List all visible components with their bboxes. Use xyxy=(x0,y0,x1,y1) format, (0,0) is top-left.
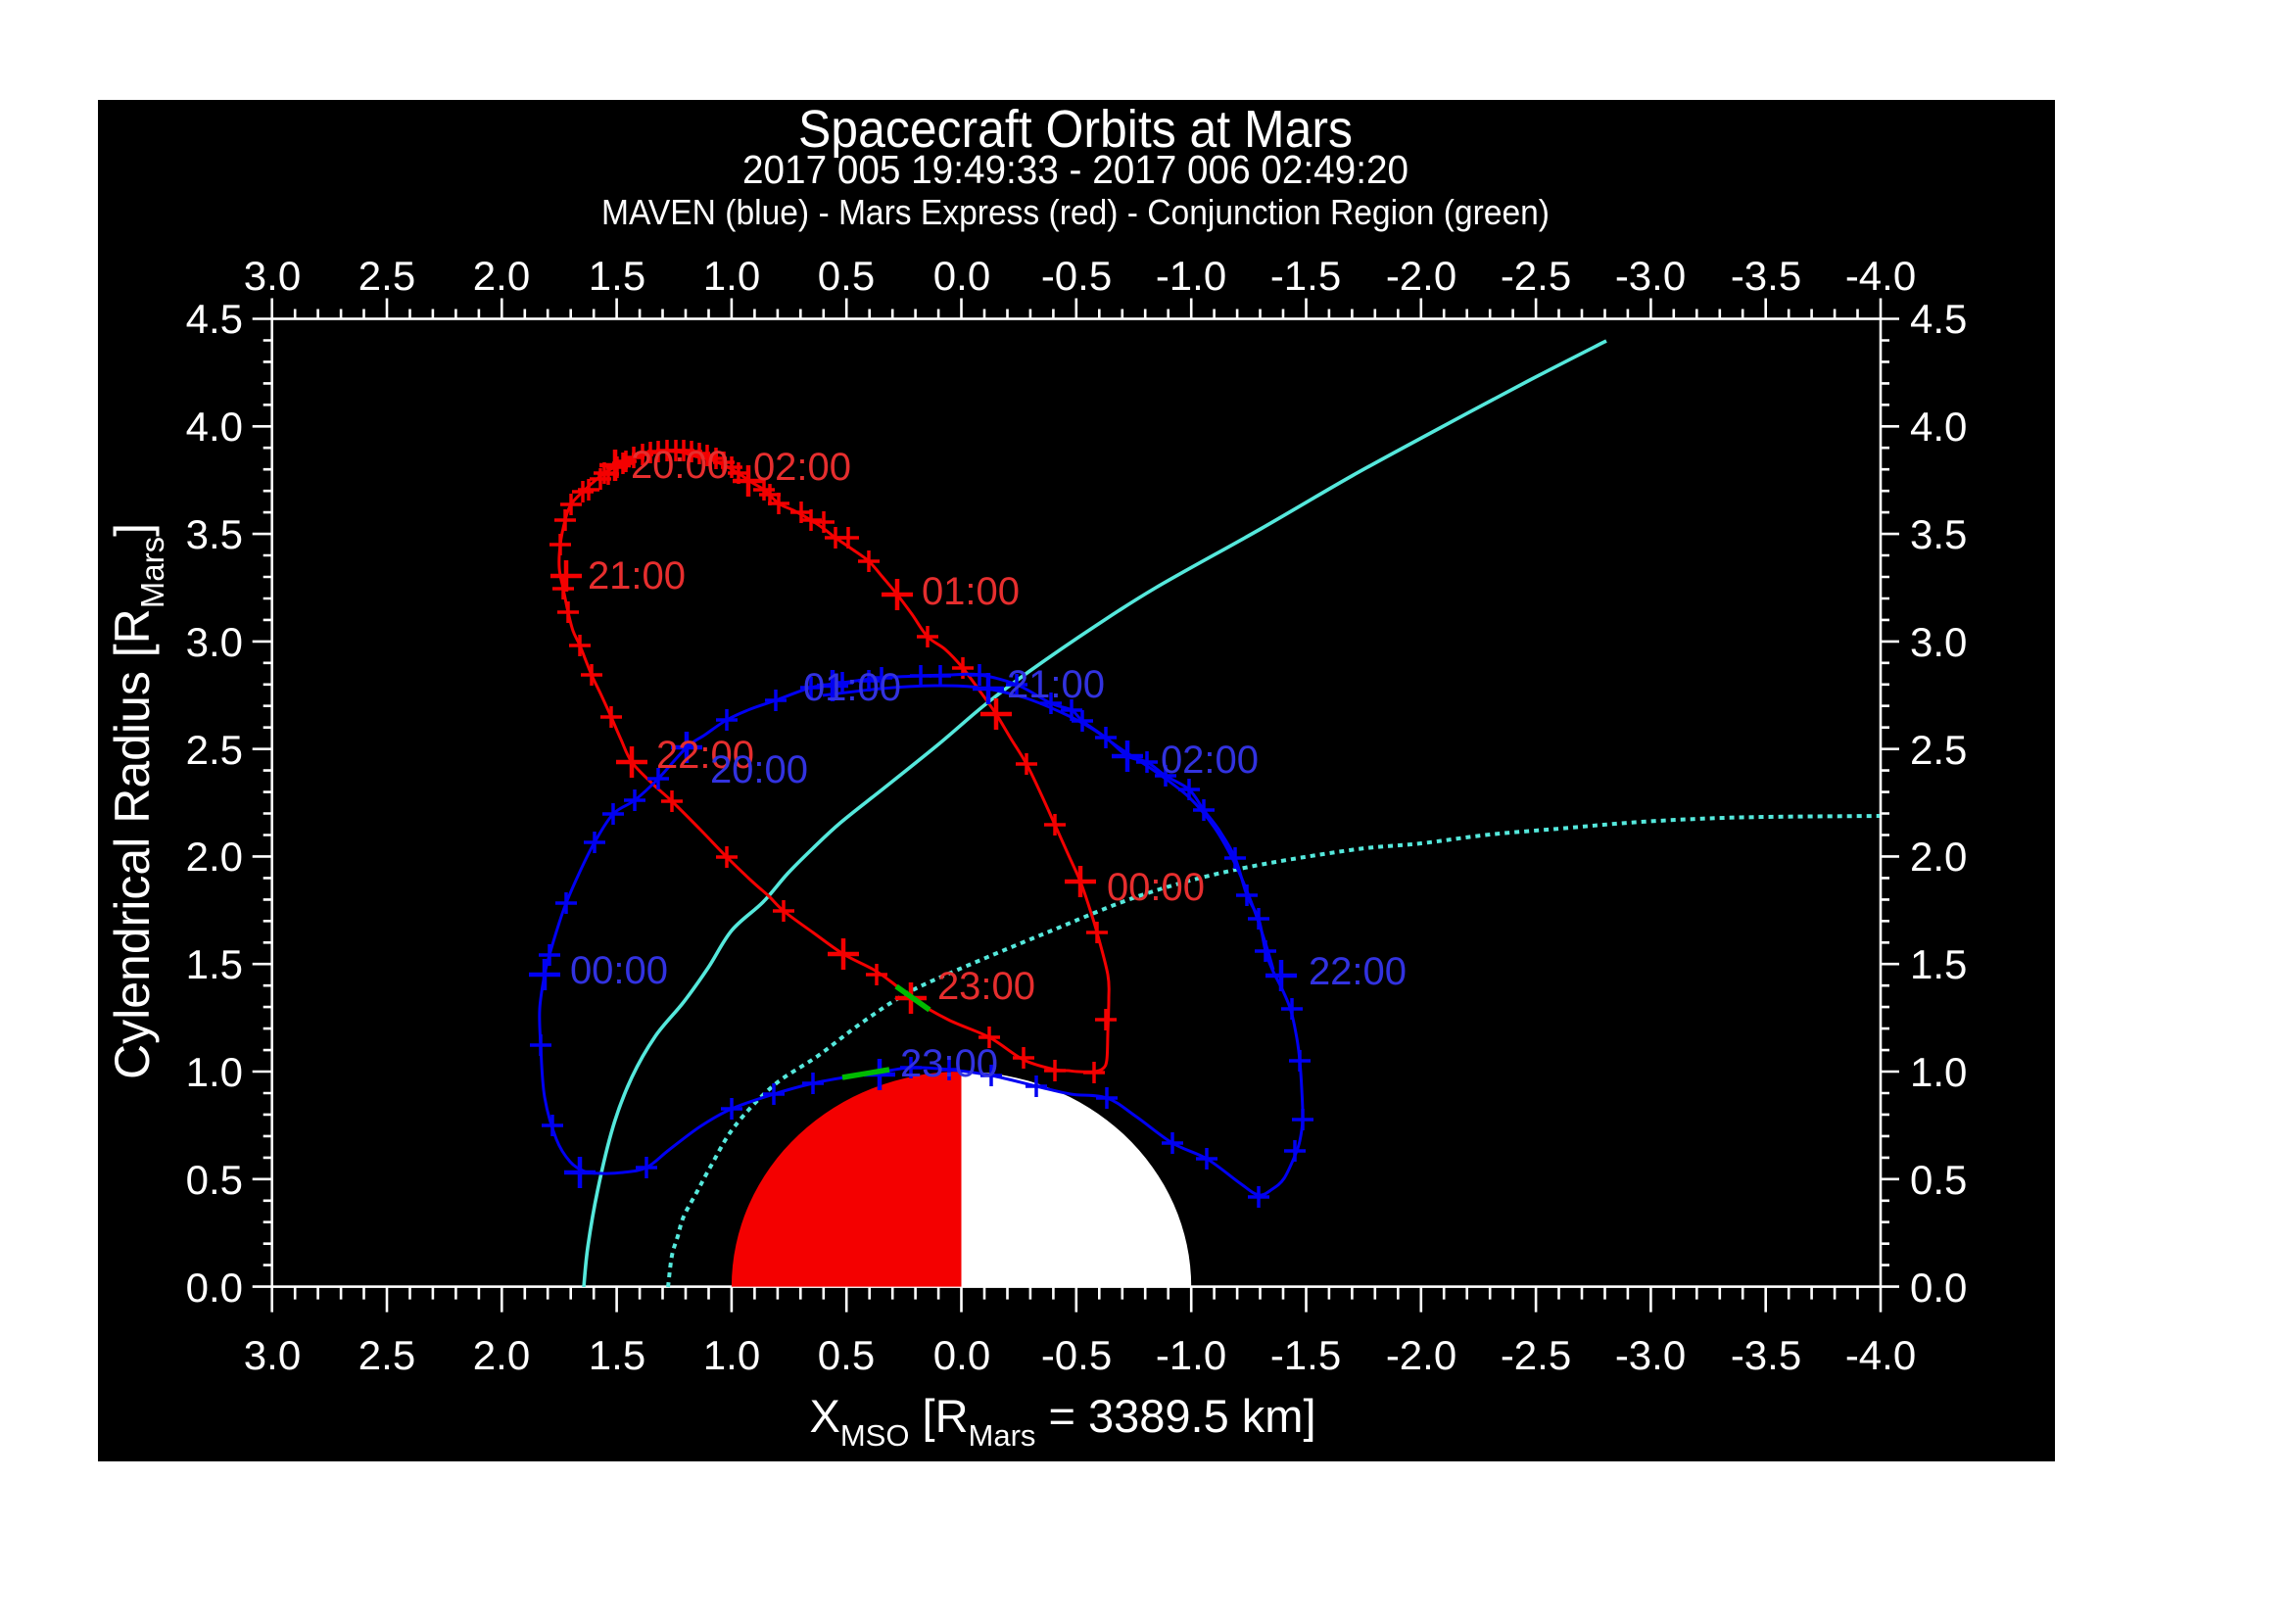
svg-text:2.5: 2.5 xyxy=(358,1332,415,1378)
svg-text:-2.5: -2.5 xyxy=(1501,1332,1571,1378)
svg-text:2.0: 2.0 xyxy=(186,834,243,880)
svg-text:0.5: 0.5 xyxy=(818,1332,875,1378)
svg-text:3.0: 3.0 xyxy=(186,619,243,665)
svg-text:22:00: 22:00 xyxy=(1309,950,1407,993)
svg-text:1.5: 1.5 xyxy=(589,253,645,299)
svg-text:2.5: 2.5 xyxy=(358,253,415,299)
svg-text:0.5: 0.5 xyxy=(818,253,875,299)
svg-text:-3.0: -3.0 xyxy=(1615,253,1686,299)
svg-text:-3.5: -3.5 xyxy=(1731,1332,1801,1378)
svg-text:2.0: 2.0 xyxy=(473,253,530,299)
svg-text:0.0: 0.0 xyxy=(1910,1265,1967,1311)
svg-text:23:00: 23:00 xyxy=(937,965,1035,1008)
svg-text:21:00: 21:00 xyxy=(588,554,686,597)
svg-text:-2.0: -2.0 xyxy=(1386,253,1456,299)
svg-text:02:00: 02:00 xyxy=(1161,739,1259,782)
svg-text:1.0: 1.0 xyxy=(703,1332,760,1378)
svg-text:-0.5: -0.5 xyxy=(1041,253,1112,299)
svg-text:1.5: 1.5 xyxy=(1910,941,1967,987)
svg-text:-1.0: -1.0 xyxy=(1156,253,1226,299)
svg-text:-1.0: -1.0 xyxy=(1156,1332,1226,1378)
svg-text:3.0: 3.0 xyxy=(244,253,301,299)
svg-text:00:00: 00:00 xyxy=(570,949,668,992)
svg-text:20:00: 20:00 xyxy=(631,444,729,487)
svg-text:00:00: 00:00 xyxy=(1107,866,1205,909)
svg-text:-3.0: -3.0 xyxy=(1615,1332,1686,1378)
svg-text:22:00: 22:00 xyxy=(656,734,754,777)
svg-text:Cylendrical Radius [RMars]: Cylendrical Radius [RMars] xyxy=(105,523,170,1079)
svg-text:4.0: 4.0 xyxy=(1910,404,1967,450)
svg-text:0.5: 0.5 xyxy=(186,1157,243,1203)
svg-text:3.5: 3.5 xyxy=(1910,511,1967,557)
svg-text:MAVEN (blue) - Mars Express (r: MAVEN (blue) - Mars Express (red) - Conj… xyxy=(601,192,1550,232)
svg-text:0.5: 0.5 xyxy=(1910,1157,1967,1203)
svg-text:-4.0: -4.0 xyxy=(1845,1332,1916,1378)
svg-text:-2.0: -2.0 xyxy=(1386,1332,1456,1378)
svg-text:4.5: 4.5 xyxy=(1910,296,1967,342)
svg-text:02:00: 02:00 xyxy=(753,446,851,489)
svg-text:Spacecraft Orbits at Mars: Spacecraft Orbits at Mars xyxy=(798,100,1353,159)
svg-text:2017 005 19:49:33 - 2017 006 0: 2017 005 19:49:33 - 2017 006 02:49:20 xyxy=(742,147,1408,192)
svg-text:21:00: 21:00 xyxy=(1007,663,1105,706)
svg-text:01:00: 01:00 xyxy=(922,570,1020,613)
svg-text:1.0: 1.0 xyxy=(1910,1049,1967,1095)
svg-text:-2.5: -2.5 xyxy=(1501,253,1571,299)
svg-text:-1.5: -1.5 xyxy=(1270,253,1341,299)
svg-text:1.5: 1.5 xyxy=(186,941,243,987)
svg-text:3.0: 3.0 xyxy=(1910,619,1967,665)
svg-text:01:00: 01:00 xyxy=(803,666,901,709)
svg-text:2.0: 2.0 xyxy=(473,1332,530,1378)
svg-text:0.0: 0.0 xyxy=(933,253,990,299)
svg-text:2.0: 2.0 xyxy=(1910,834,1967,880)
svg-text:-1.5: -1.5 xyxy=(1270,1332,1341,1378)
svg-text:0.0: 0.0 xyxy=(186,1265,243,1311)
svg-text:23:00: 23:00 xyxy=(900,1042,998,1085)
svg-text:3.0: 3.0 xyxy=(244,1332,301,1378)
svg-text:20:00: 20:00 xyxy=(710,748,808,791)
svg-text:2.5: 2.5 xyxy=(1910,727,1967,773)
svg-text:-3.5: -3.5 xyxy=(1731,253,1801,299)
svg-text:-0.5: -0.5 xyxy=(1041,1332,1112,1378)
svg-text:-4.0: -4.0 xyxy=(1845,253,1916,299)
svg-text:4.5: 4.5 xyxy=(186,296,243,342)
svg-text:2.5: 2.5 xyxy=(186,727,243,773)
svg-text:4.0: 4.0 xyxy=(186,404,243,450)
svg-text:1.0: 1.0 xyxy=(703,253,760,299)
svg-text:1.5: 1.5 xyxy=(589,1332,645,1378)
svg-text:0.0: 0.0 xyxy=(933,1332,990,1378)
svg-text:1.0: 1.0 xyxy=(186,1049,243,1095)
svg-text:3.5: 3.5 xyxy=(186,511,243,557)
